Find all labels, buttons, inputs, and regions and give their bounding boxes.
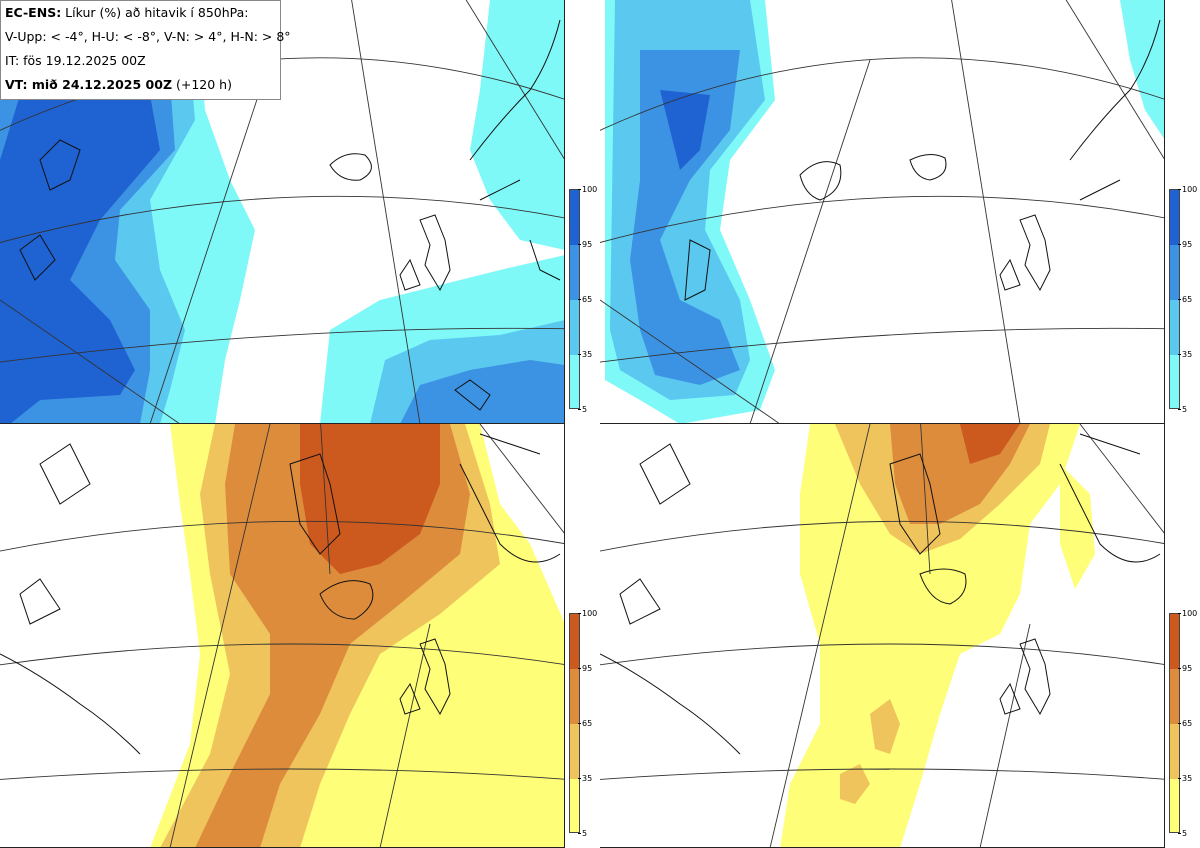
coastlines [19,19,561,411]
map-panel-warm-8 [600,424,1165,848]
map-info-box: EC-ENS: Líkur (%) að hitavik í 850hPa: V… [0,0,291,100]
probability-map-warm-8 [600,424,1164,847]
colorbar-tick-label: 35 [1177,774,1193,783]
prob-95-area [300,424,440,574]
colorbar-segment [1170,300,1179,355]
graticule [0,0,564,423]
colorbar-segment [1170,190,1179,245]
colorbar-tick-label: 5 [1177,829,1188,838]
colorbar-tick-label: 65 [1177,295,1193,304]
colorbar-tick-label: 95 [1177,240,1193,249]
colorbar-segment [1170,245,1179,300]
colorbar-segment [570,355,579,408]
colorbar-segment [1170,779,1179,832]
prob-35-area-mid [870,699,900,754]
colorbar-tick-label: 35 [577,774,593,783]
map-panel-cold-8 [600,0,1165,424]
colorbar-tick-label: 35 [577,350,593,359]
colorbar-tick-label: 95 [577,240,593,249]
colorbar-warm-8: 100 95 65 35 5 [1169,609,1200,843]
colorbar-tick-label: 100 [577,185,598,194]
prob-65-area-east [400,360,564,423]
colorbar-tick-label: 5 [577,829,588,838]
colorbar-tick-label: 65 [577,719,593,728]
colorbar-segment [570,190,579,245]
colorbar-tick-label: 100 [1177,609,1198,618]
colorbar-segment [570,669,579,724]
colorbar-segment [570,779,579,832]
colorbar-cold-4: 100 95 65 35 5 [569,185,613,419]
graticule [600,424,1164,847]
prob-5-area-ne [1120,0,1164,139]
graticule [0,424,564,847]
prob-5-area-ne [470,0,564,250]
thresholds-line: V-Upp: < -4°, H-U: < -8°, V-N: > 4°, H-N… [5,29,291,44]
prob-95-area [0,95,160,423]
prob-65-area [630,50,740,385]
colorbar-segment [1170,669,1179,724]
probability-map-warm-4 [0,424,564,847]
coastlines [0,433,561,755]
colorbar-segment [570,300,579,355]
colorbar-segment [570,614,579,669]
colorbar-tick-label: 65 [1177,719,1193,728]
colorbar-tick-label: 5 [577,405,588,414]
colorbar-segment [570,724,579,779]
probability-map-cold-8 [600,0,1164,423]
colorbar-cold-8: 100 95 65 35 5 [1169,185,1200,419]
prob-95-area [660,90,710,170]
prob-95-area [960,424,1020,464]
colorbar-tick-label: 65 [577,295,593,304]
colorbar-segment [570,245,579,300]
colorbar-tick-label: 35 [1177,350,1193,359]
coastlines [684,19,1161,301]
map-panel-cold-4: EC-ENS: Líkur (%) að hitavik í 850hPa: V… [0,0,565,424]
colorbar-segment [1170,724,1179,779]
prob-35-area-south [840,764,870,804]
colorbar-warm-4: 100 95 65 35 5 [569,609,613,843]
colorbar-segment [1170,614,1179,669]
colorbar-tick-label: 100 [577,609,598,618]
valid-time-line: VT: mið 24.12.2025 00Z (+120 h) [5,77,232,92]
graticule [600,0,1164,423]
prob-5-area [780,424,1080,847]
coastlines [600,433,1161,755]
map-panel-warm-4 [0,424,565,848]
colorbar-tick-label: 100 [1177,185,1198,194]
title-line: EC-ENS: Líkur (%) að hitavik í 850hPa: [5,5,249,20]
colorbar-segment [1170,355,1179,408]
probability-map-cold-4 [0,0,564,423]
init-time-line: IT: fös 19.12.2025 00Z [5,53,146,68]
colorbar-tick-label: 95 [1177,664,1193,673]
colorbar-tick-label: 95 [577,664,593,673]
prob-5-area-ne [1060,464,1095,589]
colorbar-tick-label: 5 [1177,405,1188,414]
